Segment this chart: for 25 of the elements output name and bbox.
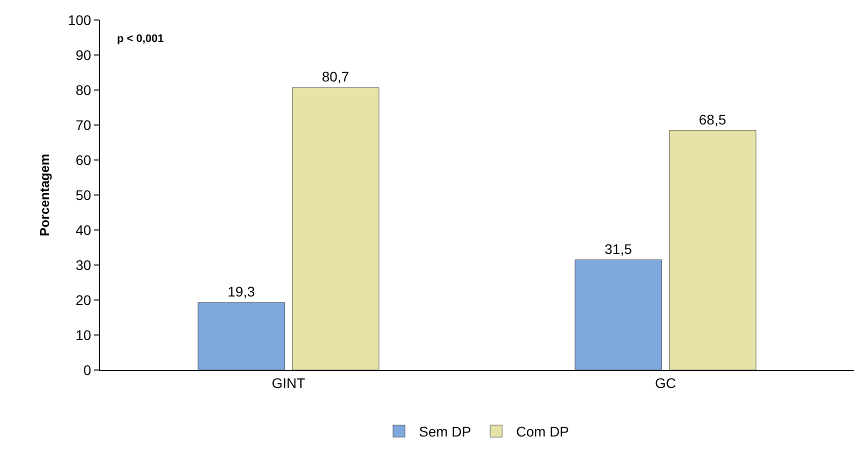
x-tick-label: GINT	[272, 374, 306, 391]
y-tick-label: 80	[76, 82, 92, 98]
data-label: 19,3	[228, 283, 256, 300]
bar	[198, 302, 285, 370]
data-label: 80,7	[322, 68, 350, 85]
y-tick-label: 60	[76, 152, 92, 168]
data-label: 31,5	[604, 240, 632, 257]
legend-label: Sem DP	[419, 424, 472, 440]
y-tick-label: 10	[76, 326, 92, 343]
y-tick-label: 0	[83, 362, 92, 378]
annotation: p < 0,001	[117, 33, 164, 45]
y-tick-label: 30	[76, 256, 92, 273]
data-label: 68,5	[698, 111, 726, 128]
x-tick-label: GC	[655, 374, 676, 391]
y-tick-label: 50	[76, 186, 92, 203]
bar	[574, 260, 662, 370]
bar	[292, 87, 380, 370]
y-tick-label: 100	[68, 12, 92, 28]
legend-label: Com DP	[516, 424, 570, 440]
bar	[669, 130, 756, 370]
y-tick-label: 20	[76, 292, 92, 308]
y-tick-label: 90	[76, 46, 92, 63]
y-tick-label: 70	[76, 116, 92, 133]
y-axis-title: Porcentagem	[36, 154, 52, 236]
y-tick-label: 40	[76, 222, 92, 238]
